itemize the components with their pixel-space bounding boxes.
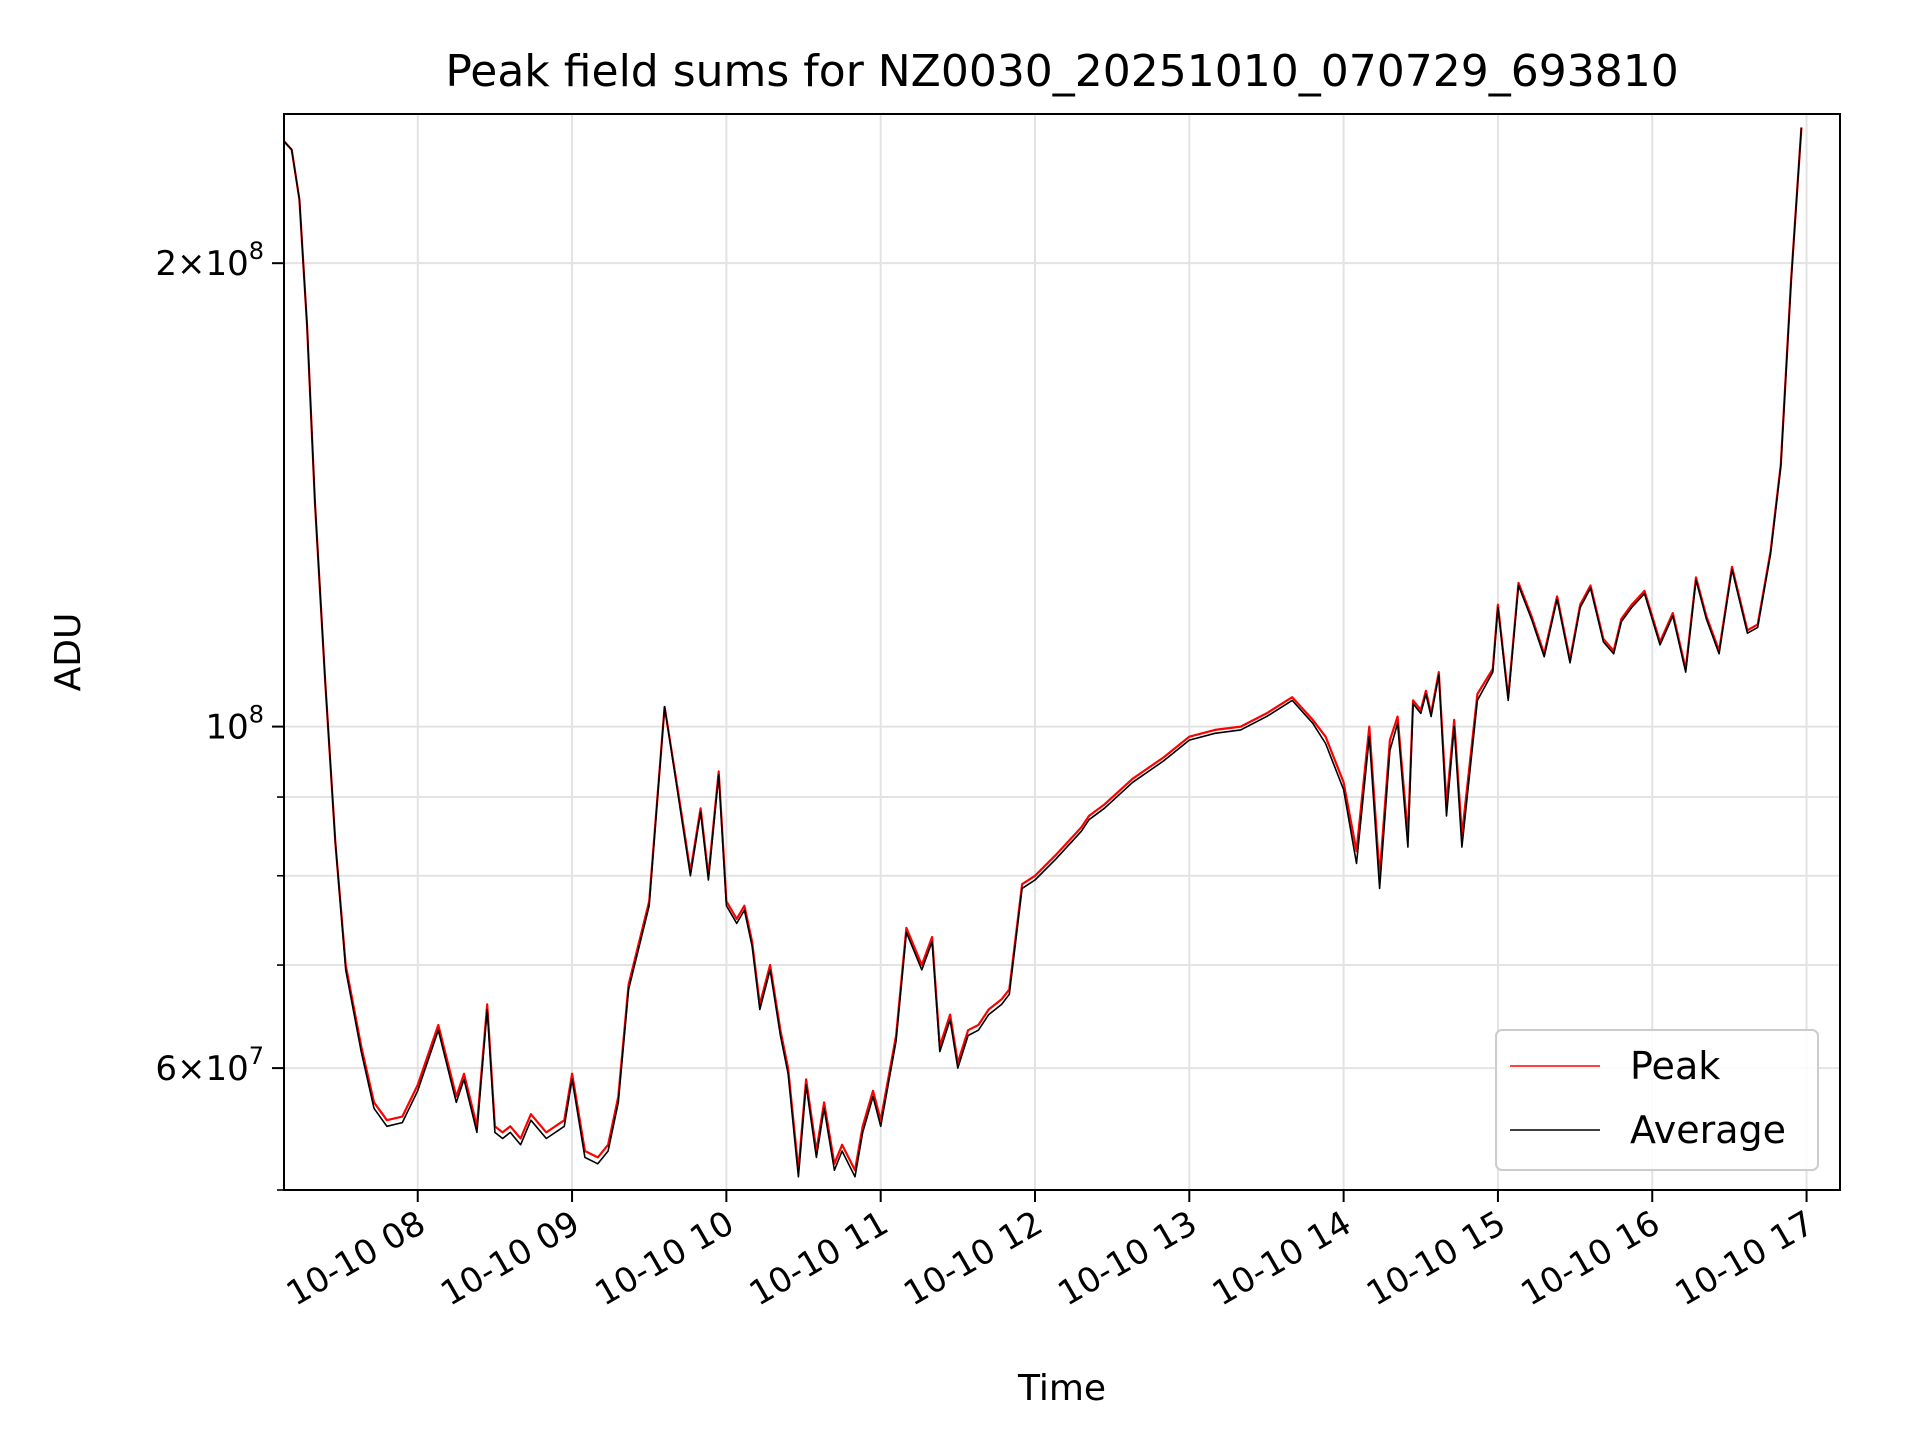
legend-peak-label: Peak [1630, 1044, 1720, 1088]
plot-series [283, 127, 1803, 1178]
legend: Peak Average [1495, 1029, 1819, 1171]
y-tick-label: 108 [205, 701, 264, 748]
y-tick-label: 2×108 [155, 237, 264, 284]
x-axis-label: Time [1017, 1368, 1106, 1409]
series-line-average [283, 127, 1803, 1178]
legend-box [1495, 1029, 1819, 1171]
series-line-peak [283, 127, 1803, 1172]
plot-frame [283, 113, 1841, 1191]
y-tick-label: 6×107 [155, 1042, 264, 1089]
legend-average-label: Average [1630, 1108, 1786, 1152]
y-axis: 2×108 108 6×107 [155, 237, 284, 1191]
y-axis-label: ADU [48, 613, 89, 692]
chart-title: Peak field sums for NZ0030_20251010_0707… [445, 46, 1678, 97]
